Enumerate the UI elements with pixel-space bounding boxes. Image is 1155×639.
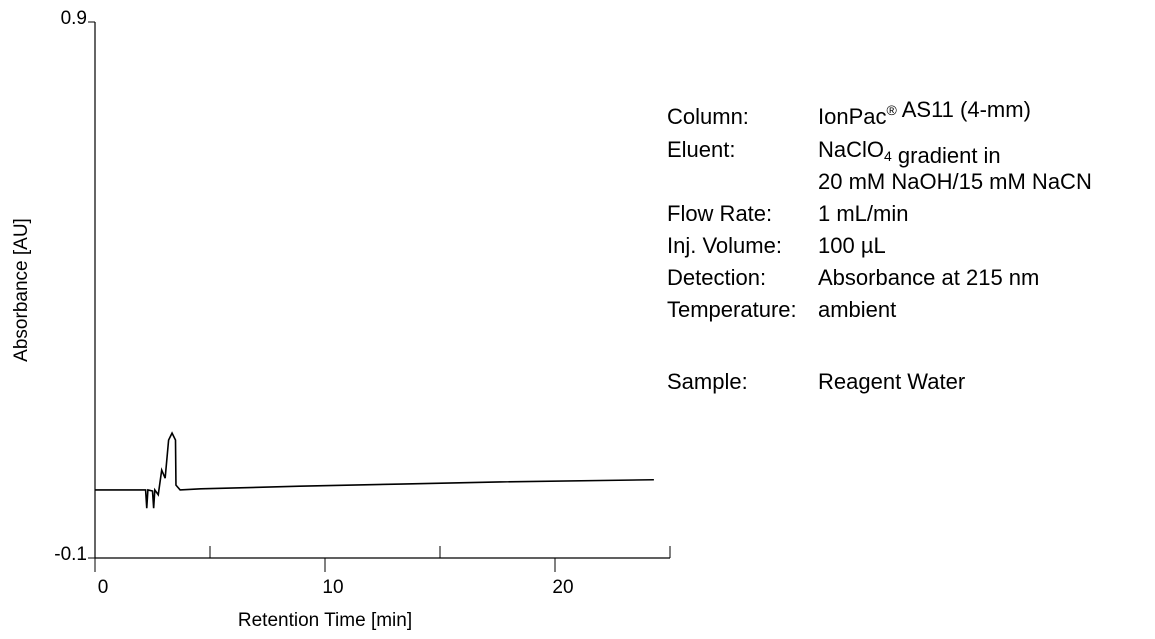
info-text: 20 mM NaOH/15 mM NaCN xyxy=(818,169,1092,194)
info-label: Detection: xyxy=(667,265,766,290)
superscript: ® xyxy=(887,102,898,118)
x-tick-label: 20 xyxy=(552,577,573,598)
info-panel: Column: IonPac® AS11 (4-mm) Eluent: NaClO4 … xyxy=(667,97,1092,394)
info-text: NaClO xyxy=(818,137,884,162)
info-label: Temperature: xyxy=(667,297,797,322)
info-text: IonPac xyxy=(818,104,887,129)
x-tick-label: 0 xyxy=(98,577,109,598)
info-value: Reagent Water xyxy=(818,369,965,394)
y-tick-label: 0.9 xyxy=(61,8,87,29)
info-text: gradient in xyxy=(892,143,1001,168)
info-label: Column: xyxy=(667,104,749,129)
info-value: ambient xyxy=(818,297,896,322)
info-text: 100 µL xyxy=(818,233,886,258)
info-label: Inj. Volume: xyxy=(667,233,782,258)
info-value: NaClO4 gradient in xyxy=(818,137,1001,168)
y-axis-label: Absorbance [AU] xyxy=(11,218,32,362)
info-text: Absorbance at 215 nm xyxy=(818,265,1039,290)
x-tick-label: 10 xyxy=(322,577,343,598)
info-value: 20 mM NaOH/15 mM NaCN xyxy=(818,169,1092,194)
info-text: Reagent Water xyxy=(818,369,965,394)
info-label: Flow Rate: xyxy=(667,201,772,226)
x-axis-label: Retention Time [min] xyxy=(238,610,412,631)
y-tick-label: -0.1 xyxy=(54,544,87,565)
info-text: 1 mL/min xyxy=(818,201,908,226)
info-value: Absorbance at 215 nm xyxy=(818,265,1039,290)
subscript: 4 xyxy=(884,148,892,164)
info-text: ambient xyxy=(818,297,896,322)
info-text: AS11 (4-mm) xyxy=(897,97,1031,122)
info-value: 100 µL xyxy=(818,233,886,258)
info-label: Sample: xyxy=(667,369,748,394)
info-value: IonPac® AS11 (4-mm) xyxy=(818,97,1031,129)
chromatogram-line xyxy=(95,431,654,509)
info-value: 1 mL/min xyxy=(818,201,908,226)
info-label: Eluent: xyxy=(667,137,736,162)
